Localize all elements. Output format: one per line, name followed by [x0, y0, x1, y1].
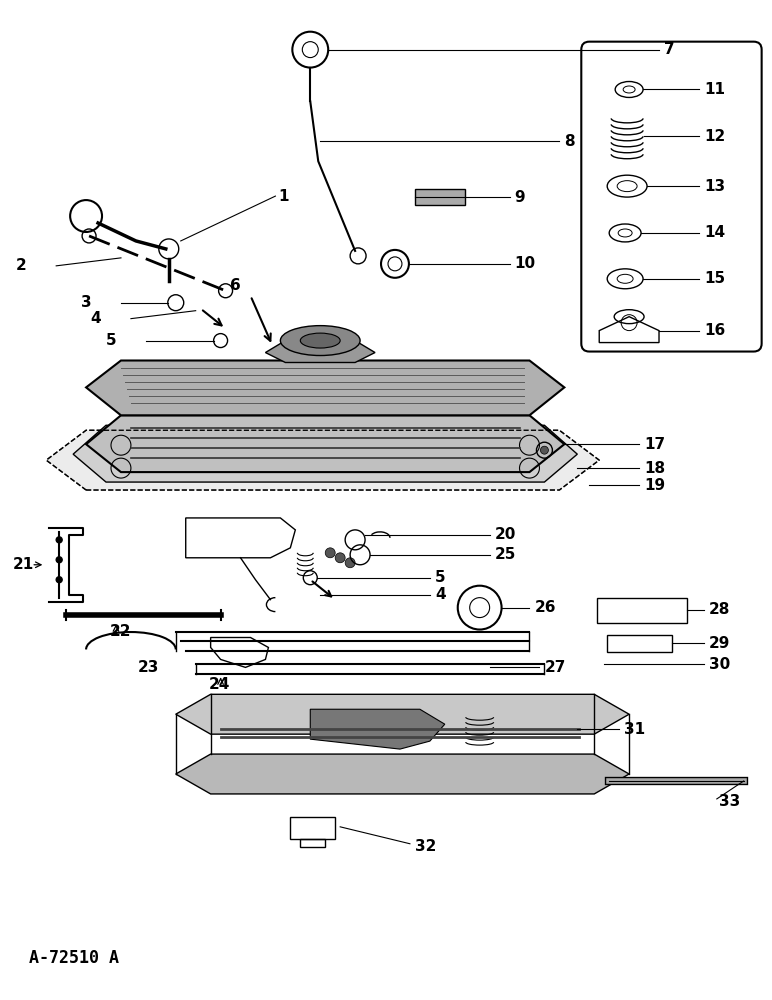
Text: 3: 3	[81, 295, 91, 310]
Text: 2: 2	[16, 258, 27, 273]
Text: 33: 33	[719, 794, 740, 809]
Circle shape	[56, 577, 63, 583]
Text: 12: 12	[704, 129, 725, 144]
Circle shape	[325, 548, 335, 558]
Text: 23: 23	[138, 660, 160, 675]
Text: 17: 17	[644, 437, 665, 452]
Bar	[415, 189, 465, 205]
Text: 1: 1	[279, 189, 289, 204]
Polygon shape	[86, 415, 564, 472]
Circle shape	[540, 446, 548, 454]
Text: 28: 28	[709, 602, 730, 617]
Text: 16: 16	[704, 323, 725, 338]
Text: 24: 24	[208, 677, 230, 692]
Text: 7: 7	[664, 42, 675, 57]
Text: 27: 27	[544, 660, 566, 675]
Text: 26: 26	[534, 600, 556, 615]
Text: 14: 14	[704, 225, 725, 240]
Ellipse shape	[300, 333, 340, 348]
FancyArrow shape	[430, 190, 458, 202]
Polygon shape	[73, 425, 577, 482]
Ellipse shape	[280, 326, 360, 356]
Text: 6: 6	[230, 278, 241, 293]
Circle shape	[335, 553, 345, 563]
Bar	[300, 839, 325, 847]
Text: 18: 18	[644, 461, 665, 476]
Text: 31: 31	[624, 722, 645, 737]
Text: 10: 10	[514, 256, 536, 271]
Text: 19: 19	[644, 478, 665, 493]
Polygon shape	[46, 430, 599, 490]
Circle shape	[56, 557, 63, 563]
Text: 11: 11	[704, 82, 725, 97]
Text: 8: 8	[564, 134, 575, 149]
Text: 25: 25	[495, 547, 516, 562]
Bar	[598, 598, 687, 623]
Polygon shape	[266, 341, 375, 362]
Text: 22: 22	[110, 624, 132, 639]
Text: 5: 5	[435, 570, 445, 585]
Text: 32: 32	[415, 839, 436, 854]
Polygon shape	[176, 754, 629, 794]
Polygon shape	[310, 709, 445, 749]
Polygon shape	[86, 361, 564, 415]
Text: 21: 21	[12, 557, 34, 572]
Text: 29: 29	[709, 636, 730, 651]
Polygon shape	[176, 694, 629, 734]
Bar	[608, 635, 672, 652]
Text: 5: 5	[106, 333, 117, 348]
Text: 15: 15	[704, 271, 725, 286]
Text: 20: 20	[495, 527, 516, 542]
Text: 13: 13	[704, 179, 725, 194]
Circle shape	[345, 558, 355, 568]
Text: 9: 9	[514, 190, 525, 205]
Bar	[290, 817, 335, 839]
Text: A-72510 A: A-72510 A	[29, 949, 120, 967]
Text: 30: 30	[709, 657, 730, 672]
Text: 4: 4	[91, 311, 101, 326]
Circle shape	[56, 537, 63, 543]
Text: 4: 4	[435, 587, 445, 602]
